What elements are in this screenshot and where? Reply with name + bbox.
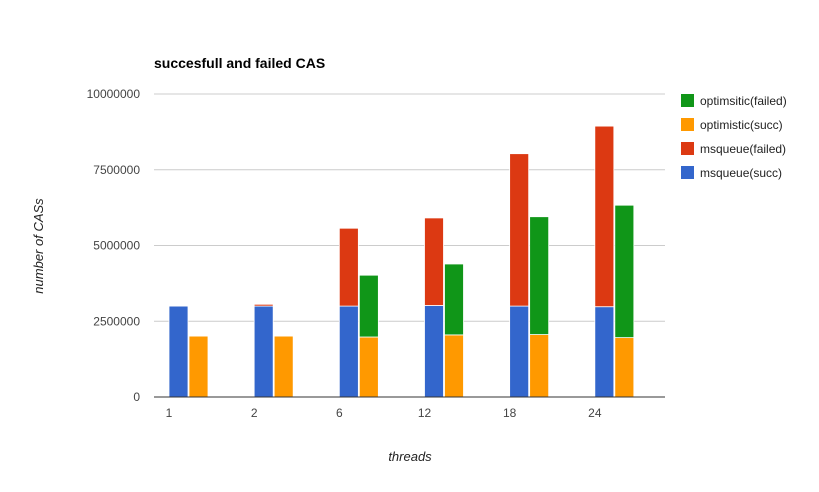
bar-segment	[338, 305, 359, 398]
bar-segment	[614, 337, 635, 398]
bar-segment	[529, 334, 550, 398]
legend-swatch	[681, 118, 694, 131]
legend-swatch	[681, 166, 694, 179]
x-tick-label: 18	[503, 406, 517, 420]
legend-swatch	[681, 142, 694, 155]
bar-segment	[338, 227, 359, 307]
x-tick-label: 12	[418, 406, 432, 420]
bar-segment	[358, 274, 379, 338]
legend-label: msqueue(succ)	[700, 166, 782, 180]
bar-segment	[594, 125, 615, 308]
legend: optimsitic(failed) optimistic(succ) msqueu…	[681, 94, 787, 180]
bar-segment	[529, 216, 550, 335]
y-axis-title: number of CASs	[31, 198, 46, 294]
bar-segment	[273, 335, 294, 398]
bar-segment	[168, 305, 189, 398]
bar-segment	[509, 153, 530, 307]
legend-label: msqueue(failed)	[700, 142, 786, 156]
x-tick-label: 24	[588, 406, 602, 420]
bar-segment	[358, 336, 379, 398]
y-tick-label: 10000000	[87, 87, 141, 101]
bar-segment	[424, 217, 444, 306]
x-tick-label: 6	[336, 406, 343, 420]
legend-label: optimsitic(failed)	[700, 94, 787, 108]
bar-segment	[444, 263, 464, 336]
chart-title: succesfull and failed CAS	[154, 55, 325, 71]
bar-segment	[444, 334, 464, 398]
x-tick-label: 1	[166, 406, 173, 420]
y-axis-tick-labels: 0 2500000 5000000 7500000 10000000	[87, 87, 141, 404]
y-tick-label: 2500000	[93, 314, 140, 328]
bar-segment	[188, 335, 209, 398]
legend-swatch	[681, 94, 694, 107]
x-axis-title: threads	[388, 449, 432, 464]
y-tick-label: 5000000	[93, 239, 140, 253]
legend-label: optimistic(succ)	[700, 118, 783, 132]
bar-segment	[509, 305, 530, 398]
y-tick-label: 0	[133, 390, 140, 404]
bars	[168, 125, 635, 398]
y-tick-label: 7500000	[93, 163, 140, 177]
x-axis-tick-labels: 1 2 6 12 18 24	[166, 406, 602, 420]
x-tick-label: 2	[251, 406, 258, 420]
bar-segment	[253, 305, 274, 398]
bar-segment	[614, 204, 635, 339]
bar-segment	[424, 305, 444, 398]
bar-segment	[594, 306, 615, 398]
bar-segment	[253, 303, 274, 307]
gridlines	[154, 93, 665, 322]
